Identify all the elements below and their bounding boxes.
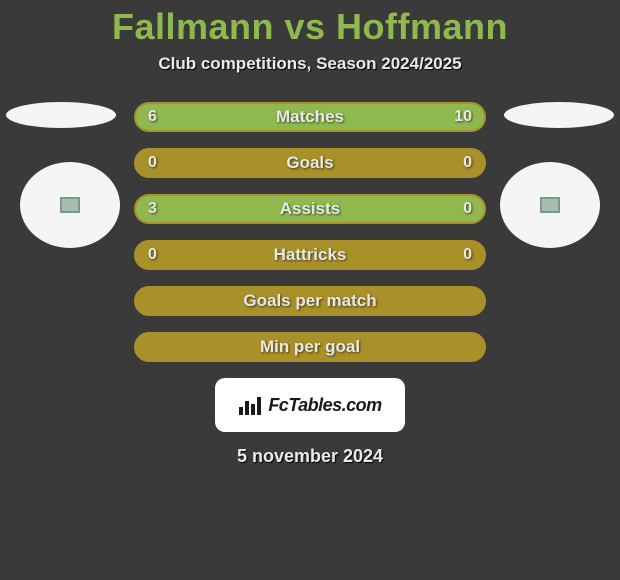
badge-placeholder-icon: [540, 197, 560, 213]
stat-value-left: 0: [136, 150, 169, 176]
stat-value-right: 0: [451, 150, 484, 176]
stat-label: Min per goal: [136, 334, 484, 360]
source-logo: FcTables.com: [215, 378, 405, 432]
comparison-card: Fallmann vs Hoffmann Club competitions, …: [0, 0, 620, 580]
player-left-ellipse: [6, 102, 116, 128]
badge-placeholder-icon: [60, 197, 80, 213]
stat-label: Goals per match: [136, 288, 484, 314]
page-title: Fallmann vs Hoffmann: [0, 0, 620, 48]
stat-value-right: 10: [442, 104, 484, 130]
stat-value-right: 0: [451, 196, 484, 222]
stat-value-left: 0: [136, 242, 169, 268]
stat-label: Matches: [136, 104, 484, 130]
player-right-ellipse: [504, 102, 614, 128]
stat-label: Goals: [136, 150, 484, 176]
stat-value-left: 6: [136, 104, 169, 130]
player-right-badge: [500, 162, 600, 248]
date-label: 5 november 2024: [0, 446, 620, 467]
stat-label: Assists: [136, 196, 484, 222]
stat-bars: Matches610Goals00Assists30Hattricks00Goa…: [134, 102, 486, 362]
page-subtitle: Club competitions, Season 2024/2025: [0, 54, 620, 74]
stat-row: Min per goal: [134, 332, 486, 362]
stat-row: Goals0 0: [134, 148, 486, 178]
source-logo-text: FcTables.com: [268, 395, 381, 416]
stat-value-right: 0: [451, 242, 484, 268]
stat-row: Matches6 10: [134, 102, 486, 132]
player-left-badge: [20, 162, 120, 248]
stats-area: Matches610Goals00Assists30Hattricks00Goa…: [0, 102, 620, 362]
stat-row: Goals per match: [134, 286, 486, 316]
bars-icon: [238, 395, 262, 415]
stat-label: Hattricks: [136, 242, 484, 268]
stat-row: Hattricks0 0: [134, 240, 486, 270]
stat-row: Assists3 0: [134, 194, 486, 224]
stat-value-left: 3: [136, 196, 169, 222]
